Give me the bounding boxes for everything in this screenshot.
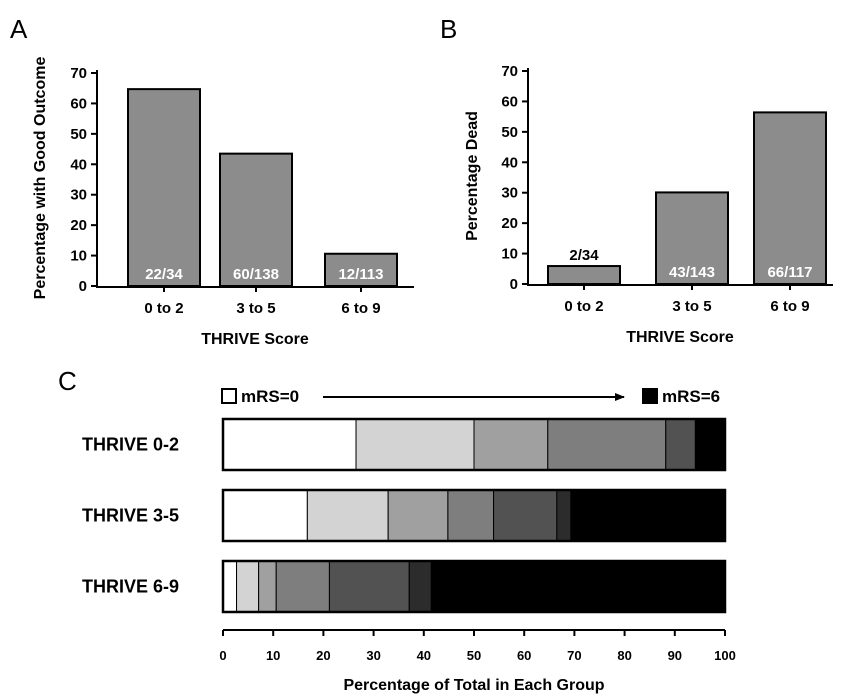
chart-a-data-label: 22/34 <box>145 266 183 283</box>
chart-b: 0 10 20 30 40 50 60 70 0 to 2 2/34 3 to 5 43/143 6 … <box>464 63 833 346</box>
chart-b-y-tick-label: 0 <box>510 276 518 293</box>
legend-mrs6-label: mRS=6 <box>662 387 720 406</box>
chart-c-x-tick-label: 60 <box>517 648 531 663</box>
chart-a-y-tick-label: 0 <box>79 278 87 295</box>
chart-b-data-label: 66/117 <box>767 264 812 281</box>
chart-a-x-tick-label: 0 to 2 <box>144 300 183 317</box>
panel-c-letter: C <box>58 366 77 396</box>
panel-b-letter: B <box>440 14 457 44</box>
chart-b-x-tick-label: 3 to 5 <box>672 298 711 315</box>
chart-b-y-axis-title: Percentage Dead <box>464 111 481 241</box>
chart-c-segment <box>355 418 475 471</box>
chart-c-x-tick-label: 70 <box>567 648 581 663</box>
chart-b-x-tick-label: 6 to 9 <box>770 298 809 315</box>
chart-b-y-tick-label: 40 <box>501 154 518 171</box>
chart-a-data-label: 12/113 <box>338 266 383 283</box>
chart-c-segment <box>493 489 558 542</box>
chart-c-x-tick-label: 40 <box>417 648 431 663</box>
chart-c-row-label: THRIVE 3-5 <box>82 506 179 526</box>
chart-c: mRS=0 mRS=6 THRIVE 0-2 THRIVE 3-5 THRIVE 6… <box>82 387 736 694</box>
chart-c-segment <box>222 418 357 471</box>
chart-c-segment <box>408 560 432 613</box>
chart-c-x-tick-label: 80 <box>617 648 631 663</box>
chart-c-segment <box>547 418 667 471</box>
chart-c-segment <box>236 560 260 613</box>
chart-b-y-tick-label: 70 <box>501 63 518 80</box>
chart-c-x-tick-label: 50 <box>467 648 481 663</box>
chart-a-data-label: 60/138 <box>233 266 279 283</box>
chart-c-segment <box>258 560 277 613</box>
chart-a-y-tick-label: 10 <box>70 248 87 265</box>
chart-c-segment <box>222 560 238 613</box>
chart-c-row-label: THRIVE 6-9 <box>82 577 179 597</box>
chart-c-row-border <box>221 559 727 614</box>
chart-b-bar <box>547 265 621 286</box>
chart-b-y-tick-label: 30 <box>501 185 518 202</box>
chart-b-bar <box>753 111 827 285</box>
chart-b-bar <box>655 191 729 285</box>
legend-mrs0-label: mRS=0 <box>241 387 299 406</box>
chart-a-y-tick-label: 50 <box>70 126 87 143</box>
chart-c-segment <box>665 418 696 471</box>
chart-a-x-tick-label: 6 to 9 <box>341 300 380 317</box>
chart-c-segment <box>387 489 449 542</box>
legend-mrs0-swatch <box>221 388 237 404</box>
chart-a-y-tick-label: 30 <box>70 187 87 204</box>
chart-b-x-tick-label: 0 to 2 <box>564 298 603 315</box>
chart-c-x-tick-label: 10 <box>266 648 280 663</box>
chart-b-y-tick-label: 20 <box>501 215 518 232</box>
chart-c-segment <box>694 418 726 471</box>
chart-b-y-tick-label: 60 <box>501 93 518 110</box>
chart-c-segment <box>430 560 726 613</box>
chart-b-y-tick-label: 10 <box>501 246 518 263</box>
chart-c-x-tick-label: 30 <box>366 648 380 663</box>
chart-a-bar <box>127 88 201 288</box>
chart-b-data-label: 2/34 <box>569 247 599 264</box>
chart-c-x-axis-title: Percentage of Total in Each Group <box>343 677 604 694</box>
chart-a-bar <box>324 252 398 287</box>
chart-c-segment <box>222 489 308 542</box>
panel-a-letter: A <box>10 14 28 44</box>
chart-c-row-label: THRIVE 0-2 <box>82 435 179 455</box>
chart-c-x-tick-label: 100 <box>714 648 736 663</box>
chart-a-y-tick-label: 40 <box>70 156 87 173</box>
chart-c-x-tick-label: 20 <box>316 648 330 663</box>
chart-c-x-tick-label: 0 <box>219 648 226 663</box>
chart-a: 0 10 20 30 40 50 60 70 0 to 2 22/34 3 to 5 60/138 6… <box>32 57 414 348</box>
chart-b-data-label: 43/143 <box>669 264 715 281</box>
chart-b-x-axis-title: THRIVE Score <box>626 329 734 346</box>
chart-c-segment <box>275 560 330 613</box>
chart-c-segment <box>473 418 549 471</box>
chart-c-segment <box>328 560 410 613</box>
chart-c-segment <box>556 489 572 542</box>
chart-a-x-axis-title: THRIVE Score <box>201 331 309 348</box>
chart-a-y-axis-title: Percentage with Good Outcome <box>32 57 49 300</box>
legend-mrs6-swatch <box>642 388 658 404</box>
chart-b-y-tick-label: 50 <box>501 124 518 141</box>
chart-c-segment <box>447 489 495 542</box>
chart-a-x-tick-label: 3 to 5 <box>236 300 275 317</box>
chart-a-bar <box>219 152 293 287</box>
chart-c-segment <box>570 489 726 542</box>
chart-c-x-tick-label: 90 <box>668 648 682 663</box>
chart-a-y-tick-label: 20 <box>70 217 87 234</box>
chart-a-y-tick-label: 70 <box>70 65 87 82</box>
chart-c-segment <box>306 489 389 542</box>
chart-c-row-border <box>221 417 727 472</box>
chart-a-y-tick-label: 60 <box>70 95 87 112</box>
chart-c-row-border <box>221 488 727 543</box>
